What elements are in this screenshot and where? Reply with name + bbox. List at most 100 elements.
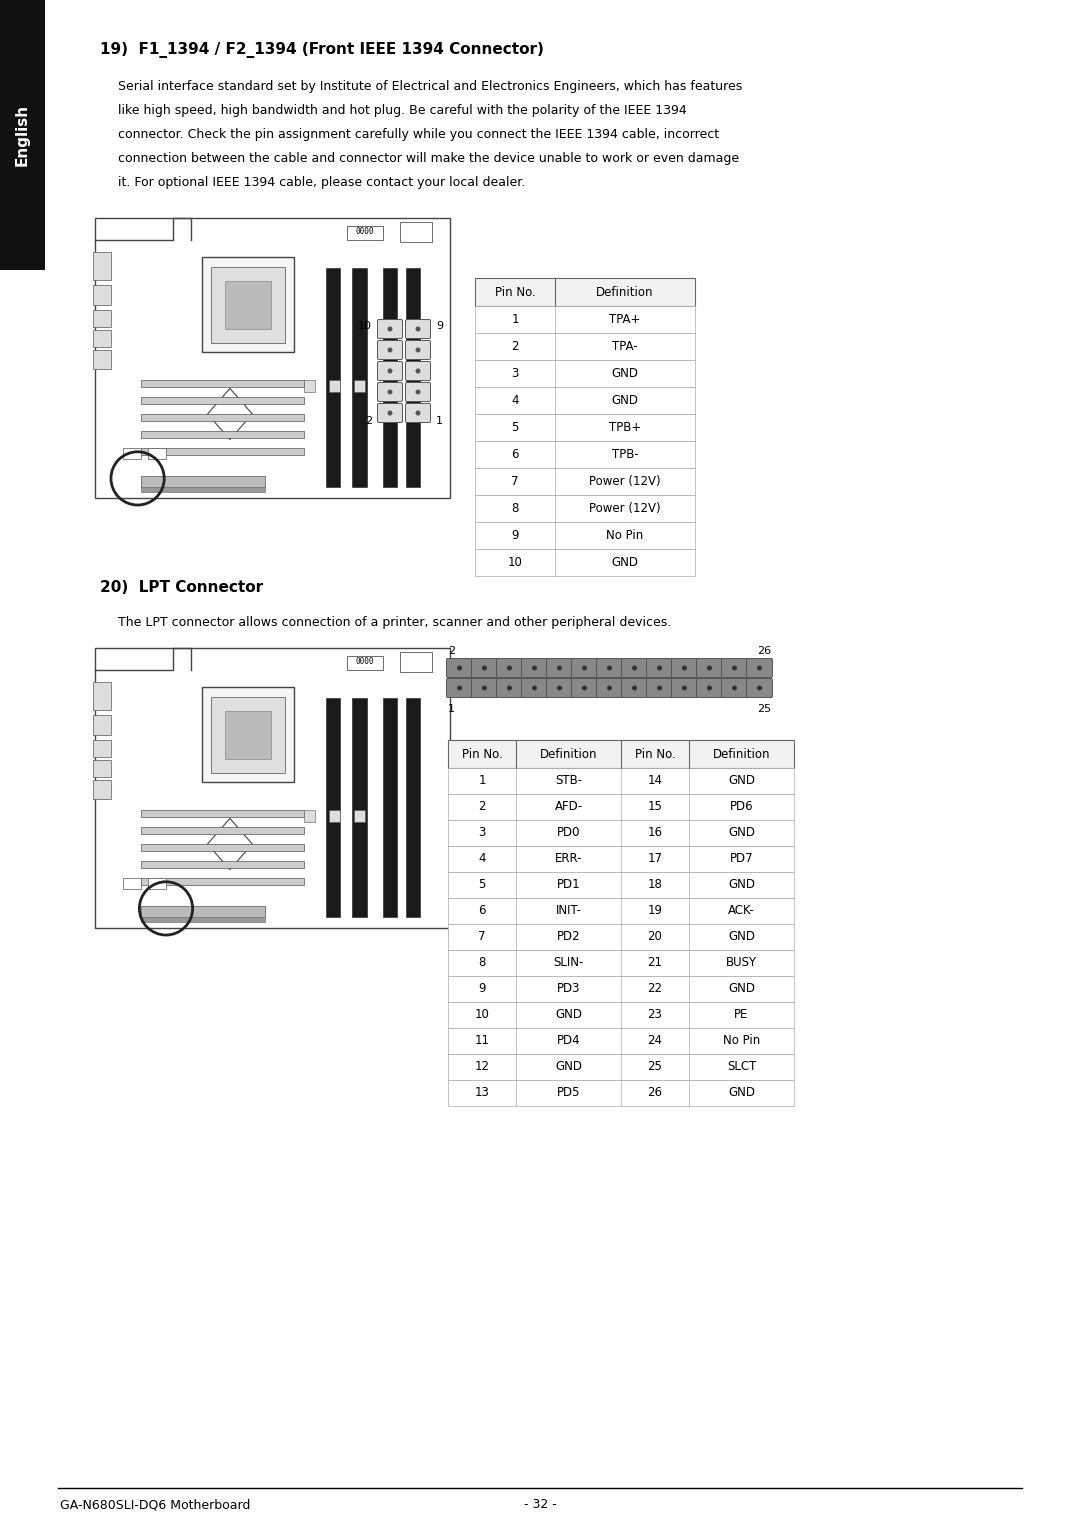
Bar bbox=[329, 381, 340, 391]
Text: GND: GND bbox=[728, 1087, 755, 1099]
Text: No Pin: No Pin bbox=[606, 529, 644, 541]
Text: PD3: PD3 bbox=[557, 983, 580, 995]
Text: 9: 9 bbox=[511, 529, 518, 541]
Bar bbox=[475, 521, 696, 549]
Circle shape bbox=[707, 665, 712, 671]
Circle shape bbox=[757, 685, 762, 691]
Circle shape bbox=[416, 390, 420, 394]
FancyBboxPatch shape bbox=[497, 679, 523, 697]
Text: GND: GND bbox=[728, 983, 755, 995]
Text: 14: 14 bbox=[648, 775, 662, 787]
Bar bbox=[401, 222, 432, 242]
Bar bbox=[448, 768, 794, 794]
Text: Power (12V): Power (12V) bbox=[590, 502, 661, 515]
Circle shape bbox=[507, 665, 512, 671]
FancyBboxPatch shape bbox=[571, 659, 597, 677]
Circle shape bbox=[532, 685, 537, 691]
Bar bbox=[475, 359, 696, 387]
FancyBboxPatch shape bbox=[621, 679, 648, 697]
FancyBboxPatch shape bbox=[621, 659, 648, 677]
Bar bbox=[406, 699, 420, 917]
Text: 10: 10 bbox=[508, 557, 523, 569]
Text: 6: 6 bbox=[478, 905, 486, 917]
Text: 7: 7 bbox=[511, 476, 518, 488]
Bar bbox=[305, 381, 315, 391]
Bar bbox=[448, 1053, 794, 1079]
Bar bbox=[0, 0, 45, 271]
Text: Power (12V): Power (12V) bbox=[590, 476, 661, 488]
Bar bbox=[141, 414, 305, 420]
Text: - 32 -: - 32 - bbox=[524, 1498, 556, 1511]
Bar bbox=[93, 330, 111, 347]
Text: TPA+: TPA+ bbox=[609, 313, 640, 326]
Text: 1: 1 bbox=[448, 703, 455, 714]
Text: TPB+: TPB+ bbox=[609, 420, 642, 434]
Text: GND: GND bbox=[728, 827, 755, 839]
Bar bbox=[354, 381, 365, 391]
Bar bbox=[141, 861, 305, 868]
FancyBboxPatch shape bbox=[721, 659, 747, 677]
FancyBboxPatch shape bbox=[746, 679, 772, 697]
Bar bbox=[211, 266, 284, 342]
FancyBboxPatch shape bbox=[446, 659, 473, 677]
Bar bbox=[475, 387, 696, 414]
FancyBboxPatch shape bbox=[672, 679, 698, 697]
Bar bbox=[141, 431, 305, 437]
Circle shape bbox=[557, 665, 562, 671]
FancyBboxPatch shape bbox=[522, 659, 548, 677]
Text: English: English bbox=[15, 104, 30, 167]
Bar bbox=[141, 827, 305, 835]
Text: 15: 15 bbox=[648, 801, 662, 813]
FancyBboxPatch shape bbox=[546, 679, 572, 697]
Text: 6: 6 bbox=[511, 448, 518, 462]
Circle shape bbox=[681, 665, 687, 671]
Text: Pin No.: Pin No. bbox=[635, 748, 675, 760]
Bar bbox=[93, 252, 111, 280]
Text: 4: 4 bbox=[511, 394, 518, 407]
Text: PD4: PD4 bbox=[556, 1035, 580, 1047]
Text: 25: 25 bbox=[648, 1061, 662, 1073]
Text: it. For optional IEEE 1394 cable, please contact your local dealer.: it. For optional IEEE 1394 cable, please… bbox=[118, 176, 525, 190]
Text: 1: 1 bbox=[436, 416, 443, 427]
Polygon shape bbox=[207, 818, 253, 870]
FancyBboxPatch shape bbox=[596, 679, 622, 697]
Text: GND: GND bbox=[611, 557, 638, 569]
Text: 22: 22 bbox=[648, 983, 662, 995]
Bar bbox=[326, 699, 340, 917]
Text: GND: GND bbox=[728, 775, 755, 787]
Text: PD1: PD1 bbox=[556, 879, 580, 891]
Text: 10: 10 bbox=[357, 321, 372, 330]
Circle shape bbox=[732, 665, 737, 671]
FancyBboxPatch shape bbox=[672, 659, 698, 677]
Text: 11: 11 bbox=[474, 1035, 489, 1047]
Text: 2: 2 bbox=[478, 801, 486, 813]
Text: PD2: PD2 bbox=[556, 931, 580, 943]
Bar bbox=[202, 687, 294, 783]
FancyBboxPatch shape bbox=[405, 382, 431, 402]
Circle shape bbox=[657, 665, 662, 671]
Text: 19)  F1_1394 / F2_1394 (Front IEEE 1394 Connector): 19) F1_1394 / F2_1394 (Front IEEE 1394 C… bbox=[100, 41, 544, 58]
Text: Definition: Definition bbox=[540, 748, 597, 760]
Bar bbox=[305, 810, 315, 821]
Text: INIT-: INIT- bbox=[555, 905, 581, 917]
Bar bbox=[448, 1027, 794, 1053]
Bar bbox=[448, 740, 794, 768]
Text: SLCT: SLCT bbox=[727, 1061, 756, 1073]
Text: PE: PE bbox=[734, 1009, 748, 1021]
Text: SLIN-: SLIN- bbox=[553, 957, 583, 969]
Text: 19: 19 bbox=[648, 905, 662, 917]
Text: 26: 26 bbox=[757, 645, 771, 656]
Text: Pin No.: Pin No. bbox=[461, 748, 502, 760]
Text: 0000: 0000 bbox=[355, 657, 374, 667]
Bar bbox=[448, 794, 794, 820]
Text: 5: 5 bbox=[511, 420, 518, 434]
Circle shape bbox=[582, 685, 588, 691]
Bar bbox=[401, 653, 432, 673]
FancyBboxPatch shape bbox=[472, 659, 498, 677]
Bar bbox=[448, 1001, 794, 1027]
Text: PD5: PD5 bbox=[557, 1087, 580, 1099]
Circle shape bbox=[507, 685, 512, 691]
Text: 17: 17 bbox=[648, 853, 662, 865]
FancyBboxPatch shape bbox=[746, 659, 772, 677]
Text: BUSY: BUSY bbox=[726, 957, 757, 969]
